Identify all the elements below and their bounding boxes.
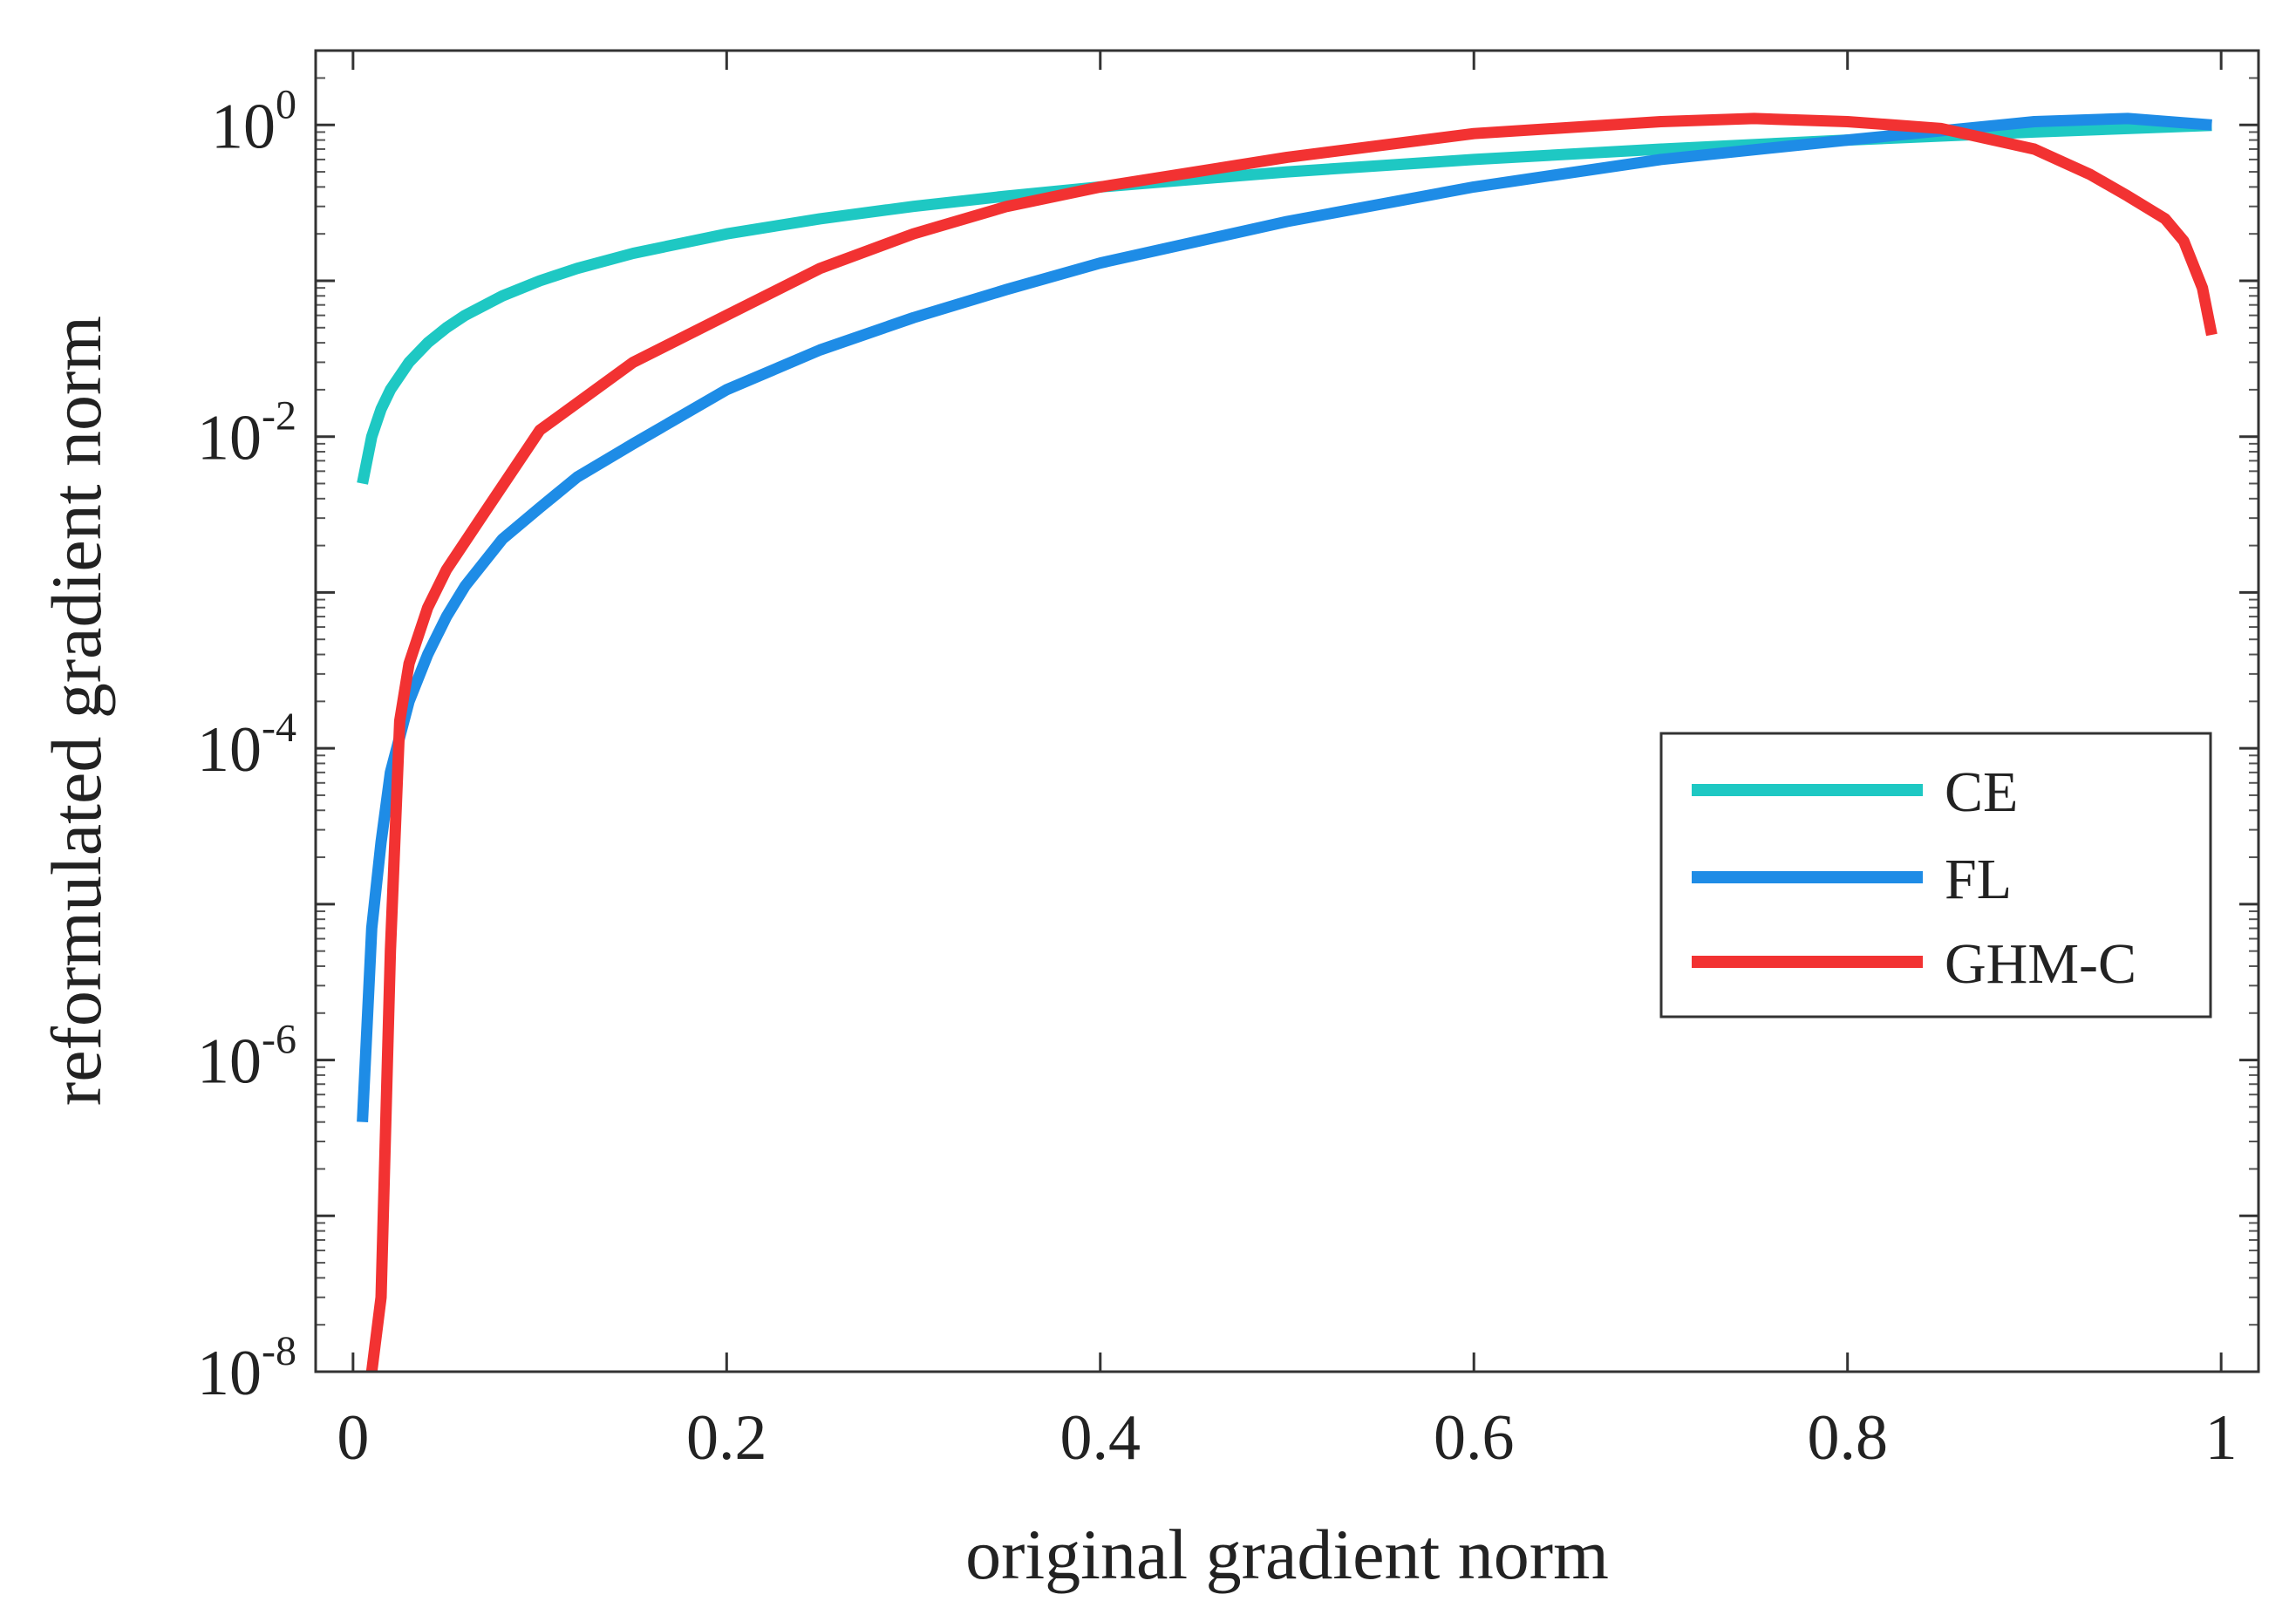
y-tick-label: 10-8 [197, 1328, 296, 1409]
series-layer [357, 112, 2218, 1373]
x-tick-labels: 0 0.2 0.4 0.6 0.8 1 [337, 1402, 2237, 1474]
y-tick-labels: 10-8 10-6 10-4 10-2 100 [197, 81, 296, 1409]
legend-label-ce: CE [1945, 760, 2018, 824]
legend: CE FL GHM-C [1659, 732, 2212, 1019]
y-tick-label: 10-2 [197, 393, 296, 474]
x-tick-label: 0 [337, 1402, 369, 1474]
y-tick-label: 10-4 [197, 705, 296, 786]
y-tick-label: 100 [211, 81, 296, 162]
legend-label-fl: FL [1945, 848, 2012, 911]
x-tick-label: 1 [2205, 1402, 2238, 1474]
legend-label-ghm-c: GHM-C [1945, 932, 2136, 996]
x-tick-label: 0.8 [1807, 1402, 1888, 1474]
x-tick-label: 0.4 [1060, 1402, 1141, 1474]
series-line-ce [357, 119, 2212, 485]
x-tick-label: 0.2 [686, 1402, 767, 1474]
plot-background [316, 51, 2259, 1372]
y-tick-label: 10-6 [197, 1017, 296, 1098]
plot-frame [314, 49, 2260, 1373]
series-line-ghm-c [365, 112, 2218, 1373]
y-axis-title: reformulated gradient norm [37, 316, 116, 1106]
x-axis-title: original gradient norm [965, 1515, 1609, 1594]
x-tick-label: 0.6 [1434, 1402, 1515, 1474]
